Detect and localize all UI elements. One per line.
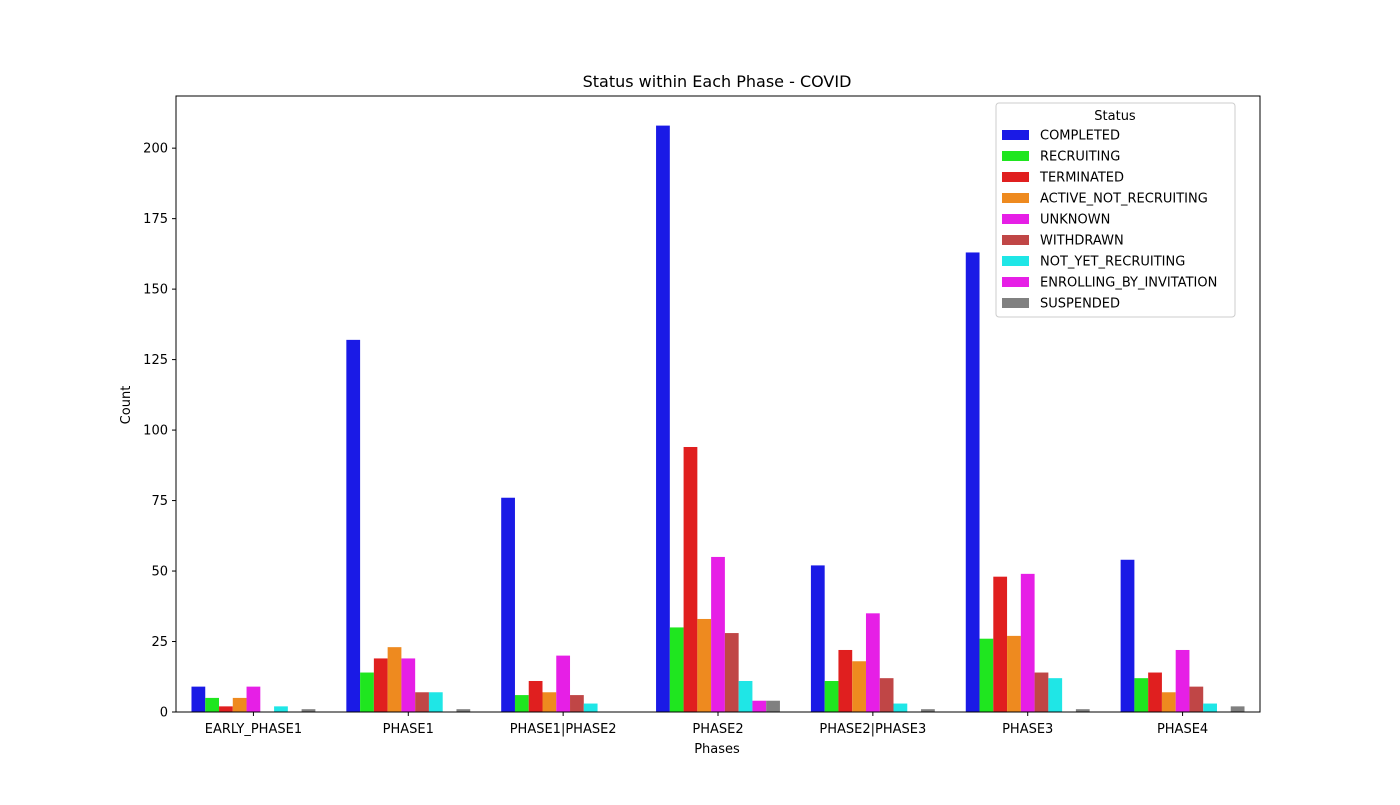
legend-label-not_yet_recruiting: NOT_YET_RECRUITING [1040,255,1185,270]
bar-recruiting-phase3 [979,638,994,712]
legend-swatch-withdrawn [1002,235,1029,245]
x-tick-label: PHASE1|PHASE2 [510,722,617,737]
axes-layer: 0 25 50 75 100 125 150 175 200 EARLY_PHASE1 PHASE1… [143,95,1261,737]
y-tick-label: 100 [143,424,168,439]
bar-not_yet_recruiting-phase1 [428,692,443,712]
bar-enrolling_by_invitation-phase2 [752,700,767,712]
bar-recruiting-phase1-phase2 [514,695,529,712]
bar-terminated-phase1-phase2 [528,680,543,712]
x-axis-label: Phases [694,742,740,757]
bar-unknown-phase1 [401,658,416,712]
legend-swatch-active_not_recruiting [1002,193,1029,203]
bar-completed-phase2-phase3 [810,565,825,712]
bar-completed-phase1 [346,339,361,712]
legend-label-enrolling_by_invitation: ENROLLING_BY_INVITATION [1040,276,1217,291]
x-tick-label: PHASE2 [692,722,743,737]
bar-suspended-early_phase1 [301,709,316,712]
legend: Status COMPLETED RECRUITING TERMINATED ACTI… [995,102,1236,318]
bars-layer [191,125,1245,713]
y-tick-label: 175 [143,212,168,227]
legend-label-unknown: UNKNOWN [1040,213,1110,228]
x-tick-label: PHASE3 [1002,722,1053,737]
x-tick-label: PHASE2|PHASE3 [819,722,926,737]
bar-recruiting-phase4 [1134,678,1149,712]
bar-active_not_recruiting-phase2-phase3 [852,661,866,712]
bar-completed-phase2 [656,125,670,713]
bar-terminated-phase1 [373,658,388,712]
legend-label-terminated: TERMINATED [1039,171,1124,186]
y-axis-label: Count [119,386,134,425]
legend-label-suspended: SUSPENDED [1040,297,1120,312]
bar-active_not_recruiting-phase3 [1007,635,1021,712]
bar-unknown-phase1-phase2 [556,655,571,712]
x-tick-label: PHASE4 [1157,722,1208,737]
legend-swatch-not_yet_recruiting [1002,256,1029,266]
legend-label-active_not_recruiting: ACTIVE_NOT_RECRUITING [1040,192,1208,207]
bar-not_yet_recruiting-phase2 [738,680,753,712]
bar-terminated-phase2-phase3 [838,649,853,712]
bar-unknown-phase2-phase3 [865,613,880,712]
chart-title: Status within Each Phase - COVID [583,72,852,91]
bar-completed-phase1-phase2 [501,497,515,712]
y-tick-label: 0 [160,706,168,721]
x-tick-label: EARLY_PHASE1 [205,722,302,737]
bar-not_yet_recruiting-phase4 [1203,703,1217,712]
legend-label-completed: COMPLETED [1040,129,1120,144]
bar-active_not_recruiting-phase1 [387,647,402,712]
legend-swatch-completed [1002,130,1029,140]
bar-suspended-phase2 [766,700,780,712]
legend-swatch-unknown [1002,214,1029,224]
y-tick-label: 125 [143,353,168,368]
legend-label-withdrawn: WITHDRAWN [1040,234,1124,249]
bar-unknown-phase3 [1020,573,1035,712]
legend-label-recruiting: RECRUITING [1040,150,1120,165]
bar-unknown-phase2 [711,556,725,712]
legend-swatch-terminated [1002,172,1029,182]
bar-recruiting-phase2 [669,627,684,712]
bar-terminated-early_phase1 [219,706,233,712]
bar-not_yet_recruiting-phase3 [1048,678,1063,712]
bar-active_not_recruiting-phase1-phase2 [542,692,557,712]
legend-swatch-suspended [1002,298,1029,308]
bar-recruiting-early_phase1 [205,697,220,712]
bar-withdrawn-phase2-phase3 [879,678,894,712]
bar-terminated-phase3 [993,576,1008,712]
legend-swatch-recruiting [1002,151,1029,161]
bar-not_yet_recruiting-early_phase1 [274,706,288,712]
bar-active_not_recruiting-phase2 [697,618,712,712]
bar-terminated-phase4 [1148,672,1162,712]
bar-recruiting-phase2-phase3 [824,680,839,712]
y-tick-label: 75 [151,494,168,509]
bar-terminated-phase2 [683,446,698,712]
bar-completed-phase4 [1120,559,1135,712]
y-tick-label: 25 [151,635,168,650]
bar-completed-early_phase1 [191,686,206,712]
bar-unknown-phase4 [1175,649,1190,712]
y-tick-label: 200 [143,142,168,157]
bar-active_not_recruiting-phase4 [1161,692,1176,712]
y-tick-label: 50 [151,565,168,580]
bar-recruiting-phase1 [360,672,374,712]
bar-withdrawn-phase3 [1034,672,1049,712]
bar-suspended-phase4 [1230,706,1245,712]
legend-title: Status [1094,109,1136,124]
bar-completed-phase3 [965,252,980,713]
bar-not_yet_recruiting-phase1-phase2 [583,703,598,712]
bar-active_not_recruiting-early_phase1 [232,697,247,712]
bar-suspended-phase1 [456,709,471,712]
x-tick-label: PHASE1 [383,722,434,737]
bar-withdrawn-phase1-phase2 [570,695,584,712]
bar-not_yet_recruiting-phase2-phase3 [893,703,908,712]
bar-withdrawn-phase1 [415,692,429,712]
bar-suspended-phase2-phase3 [921,709,935,712]
legend-swatch-enrolling_by_invitation [1002,277,1029,287]
y-tick-label: 150 [143,283,168,298]
legend-box [995,102,1236,318]
bar-withdrawn-phase2 [724,633,739,712]
bar-unknown-early_phase1 [246,686,261,712]
bar-suspended-phase3 [1075,709,1090,712]
bar-withdrawn-phase4 [1189,686,1204,712]
